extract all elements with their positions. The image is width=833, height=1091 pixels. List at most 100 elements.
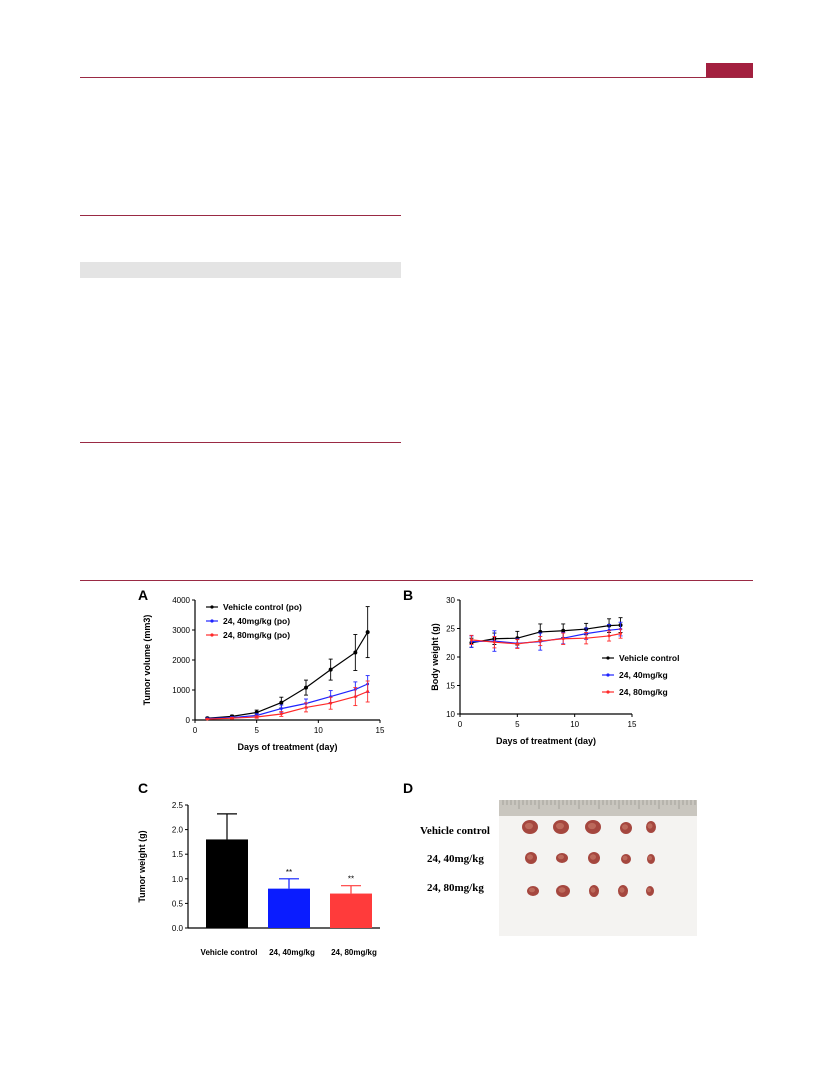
data-point bbox=[304, 706, 308, 709]
chart-body-weight: 10 15 20 25 30 0 5 10 15 Days of treatment (day) B… bbox=[430, 596, 679, 746]
y-axis-label: Body weight (g) bbox=[430, 623, 440, 691]
figure-top-rule bbox=[80, 580, 753, 581]
y-tick-label: 15 bbox=[446, 682, 455, 691]
data-point bbox=[205, 717, 209, 721]
y-tick-label: 1.0 bbox=[172, 875, 184, 884]
ruler-ticks bbox=[502, 800, 696, 809]
x-tick-label: 15 bbox=[628, 720, 637, 729]
data-point bbox=[515, 642, 519, 646]
y-tick-label: 1000 bbox=[172, 686, 190, 695]
x-axis-label: Days of treatment (day) bbox=[237, 742, 337, 752]
category-label: 24, 80mg/kg bbox=[331, 948, 377, 957]
x-tick-label: 10 bbox=[314, 726, 323, 735]
series-line bbox=[471, 633, 621, 645]
header-tab-marker bbox=[706, 63, 753, 77]
data-point bbox=[538, 639, 542, 643]
tumor-samples bbox=[522, 820, 656, 897]
y-tick-label: 2.0 bbox=[172, 826, 184, 835]
data-point bbox=[353, 695, 357, 698]
data-point bbox=[279, 707, 283, 710]
data-point bbox=[365, 630, 370, 635]
y-tick-label: 0.5 bbox=[172, 899, 184, 908]
panel-letter-d: D bbox=[403, 780, 414, 796]
y-tick-label: 30 bbox=[446, 596, 455, 605]
legend-marker bbox=[606, 673, 610, 677]
data-point bbox=[584, 636, 588, 640]
data-point bbox=[561, 628, 566, 633]
data-point bbox=[279, 700, 284, 705]
data-point bbox=[493, 640, 496, 644]
y-tick-label: 2000 bbox=[172, 656, 190, 665]
tumor-highlight bbox=[529, 887, 535, 893]
legend-marker bbox=[210, 633, 214, 637]
y-tick-label: 2.5 bbox=[172, 801, 184, 810]
bar bbox=[268, 888, 310, 928]
data-point bbox=[255, 715, 259, 719]
legend-marker bbox=[606, 656, 610, 660]
series-line bbox=[207, 683, 368, 720]
y-tick-label: 4000 bbox=[172, 596, 190, 605]
header-rule bbox=[80, 77, 753, 78]
category-label: 24, 40mg/kg bbox=[269, 948, 315, 957]
category-label: Vehicle control bbox=[201, 948, 258, 957]
legend-label: Vehicle control (po) bbox=[223, 602, 302, 612]
tumor-highlight bbox=[647, 887, 651, 893]
tumor-highlight bbox=[619, 887, 625, 893]
data-point bbox=[353, 650, 358, 655]
y-tick-label: 1.5 bbox=[172, 850, 184, 859]
legend-marker bbox=[606, 690, 610, 694]
y-tick-label: 0.0 bbox=[172, 924, 184, 933]
data-point bbox=[619, 632, 622, 636]
x-tick-label: 0 bbox=[458, 720, 463, 729]
bar bbox=[330, 893, 372, 928]
data-point bbox=[366, 690, 370, 693]
data-point bbox=[230, 716, 234, 720]
tumor-highlight bbox=[622, 855, 628, 861]
chart-tumor-volume: 0 1000 2000 3000 4000 0 5 10 15 Days of treatment… bbox=[142, 596, 385, 752]
legend-label: 24, 40mg/kg (po) bbox=[223, 616, 290, 626]
tumor-highlight bbox=[648, 855, 652, 861]
tumor-photo bbox=[499, 800, 697, 936]
legend-label: 24, 40mg/kg bbox=[619, 670, 668, 680]
tumor-highlight bbox=[590, 887, 596, 893]
significance-label: ** bbox=[348, 875, 354, 884]
data-point bbox=[470, 638, 473, 642]
legend-marker bbox=[210, 619, 214, 623]
x-tick-label: 0 bbox=[193, 726, 198, 735]
tumor-highlight bbox=[556, 822, 564, 830]
tumor-highlight bbox=[525, 822, 533, 830]
x-tick-label: 5 bbox=[515, 720, 520, 729]
bar bbox=[206, 839, 248, 928]
tumor-highlight bbox=[558, 854, 564, 860]
x-axis-label: Days of treatment (day) bbox=[496, 736, 596, 746]
chart-tumor-weight: 0.0 0.5 1.0 1.5 2.0 2.5 Tumor weight (g) Vehicl… bbox=[137, 801, 380, 957]
series-line bbox=[471, 624, 621, 644]
photo-label-40mg: 24, 40mg/kg bbox=[427, 853, 484, 865]
photo-label-80mg: 24, 80mg/kg bbox=[427, 882, 484, 894]
panel-letter-a: A bbox=[138, 587, 149, 603]
section-rule-1 bbox=[80, 215, 401, 216]
legend-label: 24, 80mg/kg bbox=[619, 687, 668, 697]
significance-label: ** bbox=[286, 868, 292, 877]
section-rule-2 bbox=[80, 442, 401, 443]
data-point bbox=[561, 637, 565, 641]
legend-label: Vehicle control bbox=[619, 653, 679, 663]
tumor-highlight bbox=[647, 823, 653, 829]
tumor-highlight bbox=[527, 854, 533, 860]
legend-label: 24, 80mg/kg (po) bbox=[223, 630, 290, 640]
data-point bbox=[607, 634, 611, 638]
tumor-highlight bbox=[558, 887, 566, 893]
data-point bbox=[329, 701, 333, 705]
series-line bbox=[207, 690, 368, 720]
y-axis-label: Tumor weight (g) bbox=[137, 830, 147, 902]
legend-marker bbox=[210, 605, 214, 609]
y-tick-label: 0 bbox=[186, 716, 191, 725]
ruler bbox=[499, 800, 697, 816]
panel-letter-b: B bbox=[403, 587, 414, 603]
x-tick-label: 15 bbox=[376, 726, 385, 735]
series-line bbox=[207, 631, 369, 719]
x-tick-label: 5 bbox=[254, 726, 259, 735]
x-tick-label: 10 bbox=[570, 720, 579, 729]
table-header-band bbox=[80, 262, 401, 278]
data-point bbox=[279, 712, 283, 716]
